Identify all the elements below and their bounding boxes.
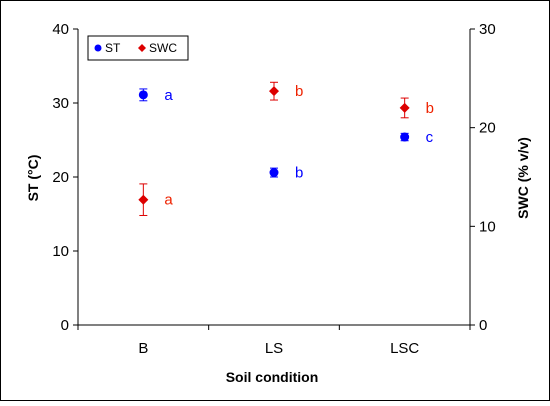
swc-significance-label: a bbox=[164, 192, 173, 209]
y-left-tick-label: 40 bbox=[52, 21, 69, 38]
legend-swc-marker bbox=[138, 44, 146, 52]
st-significance-label: b bbox=[295, 165, 303, 182]
y-left-tick-label: 10 bbox=[52, 243, 69, 260]
y-left-axis-title: ST (°C) bbox=[25, 155, 41, 202]
swc-point bbox=[399, 102, 410, 113]
st-point bbox=[400, 132, 410, 142]
y-right-axis-title: SWC (% v/v) bbox=[515, 137, 531, 219]
st-point bbox=[269, 168, 279, 178]
y-left-tick-label: 30 bbox=[52, 95, 69, 112]
swc-significance-label: b bbox=[426, 100, 434, 117]
y-right-tick-label: 30 bbox=[479, 21, 496, 38]
x-axis-title: Soil condition bbox=[226, 369, 319, 385]
y-left-tick-label: 0 bbox=[61, 317, 69, 334]
legend-swc-label: SWC bbox=[149, 41, 177, 55]
y-right-tick-label: 0 bbox=[479, 317, 487, 334]
y-right-tick-label: 20 bbox=[479, 120, 496, 137]
legend: ST SWC bbox=[87, 35, 189, 61]
y-left-tick-label: 20 bbox=[52, 169, 69, 186]
swc-significance-label: b bbox=[295, 83, 303, 100]
y-right-tick-label: 10 bbox=[479, 218, 496, 235]
legend-st-label: ST bbox=[105, 41, 121, 55]
x-tick-label: LS bbox=[265, 340, 283, 357]
swc-point bbox=[138, 194, 149, 205]
x-tick-label: LSC bbox=[390, 340, 419, 357]
st-significance-label: a bbox=[164, 87, 173, 104]
st-point bbox=[138, 90, 148, 100]
x-tick-label: B bbox=[138, 340, 148, 357]
legend-st-marker bbox=[94, 44, 102, 52]
st-significance-label: c bbox=[426, 129, 434, 146]
swc-point bbox=[269, 86, 279, 97]
